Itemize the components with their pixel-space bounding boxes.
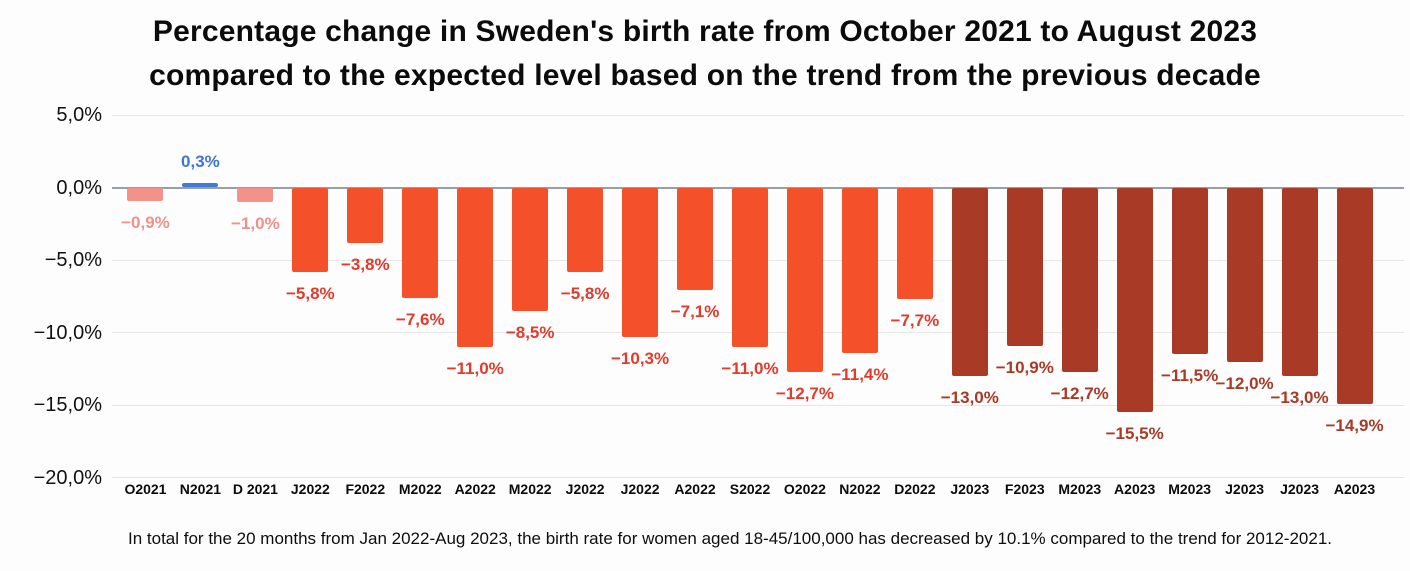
- bar: [182, 183, 219, 188]
- bar-value-label: −0,9%: [121, 212, 170, 232]
- x-axis-label: A2022: [454, 481, 496, 497]
- x-axis-label: J2022: [620, 481, 660, 497]
- y-axis-tick-label: 5,0%: [56, 104, 102, 126]
- bar: [457, 187, 494, 347]
- bar-value-label: −7,6%: [395, 309, 445, 329]
- bar: [402, 187, 439, 298]
- bar: [1006, 187, 1043, 346]
- bar-value-label: −7,7%: [890, 311, 940, 331]
- x-axis-label: O2022: [783, 481, 826, 497]
- x-axis-label: M2023: [1058, 481, 1102, 497]
- bar-value-label: −14,9%: [1325, 415, 1384, 435]
- x-axis-label: J2023: [950, 481, 990, 497]
- bar: [786, 187, 823, 372]
- y-axis-tick-label: 0,0%: [56, 176, 102, 199]
- bar-value-label: −11,4%: [831, 364, 889, 384]
- chart-title: Percentage change in Sweden's birth rate…: [0, 10, 1410, 98]
- gridline: [112, 404, 1404, 406]
- y-axis-tick-label: −15,0%: [33, 394, 102, 416]
- bar-value-label: −10,3%: [611, 348, 670, 368]
- bar-value-label: −15,5%: [1105, 424, 1164, 444]
- x-axis-label: M2022: [508, 481, 552, 497]
- bar-value-label: −11,5%: [1161, 366, 1219, 386]
- bar: [347, 187, 384, 243]
- x-axis-label: D 2021: [232, 481, 278, 497]
- bar: [951, 187, 988, 376]
- bar-value-label: −12,0%: [1215, 373, 1274, 393]
- bar: [1116, 187, 1153, 413]
- bar: [841, 187, 878, 353]
- gridline: [112, 477, 1404, 478]
- bar-value-label: −12,7%: [775, 383, 835, 403]
- x-axis-label: A2023: [1333, 481, 1376, 497]
- x-axis-label: M2023: [1168, 481, 1212, 497]
- bar-value-label: −12,7%: [1050, 383, 1109, 403]
- bar-value-label: −8,5%: [505, 322, 555, 342]
- chart-title-line-1: Percentage change in Sweden's birth rate…: [152, 15, 1258, 48]
- bar: [732, 187, 768, 347]
- x-axis-label: J2022: [290, 481, 330, 497]
- bar: [1061, 187, 1098, 372]
- bar-value-label: −13,0%: [940, 388, 999, 407]
- x-axis-label: J2023: [1225, 481, 1265, 497]
- bar: [677, 187, 714, 291]
- y-axis-tick-label: −10,0%: [33, 321, 102, 344]
- x-axis-label: D2022: [894, 481, 936, 497]
- bar: [512, 187, 549, 311]
- bar: [1171, 187, 1208, 355]
- x-axis-label: J2022: [565, 481, 605, 497]
- x-axis-label: M2022: [398, 481, 442, 497]
- bar-value-label: −7,1%: [670, 302, 720, 322]
- x-axis-label: N2021: [179, 481, 222, 497]
- bar: [292, 187, 329, 272]
- bar-value-label: −10,9%: [995, 357, 1054, 377]
- bar: [1336, 187, 1373, 404]
- x-axis-label: F2022: [345, 481, 386, 497]
- bar-value-label: 0,3%: [181, 152, 220, 172]
- bar: [1226, 187, 1263, 362]
- x-axis-label: A2022: [674, 481, 716, 497]
- bar-value-label: −11,0%: [721, 359, 779, 378]
- x-axis-label: S2022: [729, 481, 771, 497]
- bar: [622, 187, 659, 337]
- bar: [237, 187, 274, 202]
- x-axis-label: A2023: [1114, 481, 1156, 497]
- x-axis-label: F2023: [1004, 481, 1045, 497]
- bar-value-label: −3,8%: [340, 254, 390, 274]
- x-axis-label: J2023: [1280, 481, 1320, 497]
- bar-value-label: −13,0%: [1270, 388, 1329, 407]
- gridline: [112, 114, 1404, 116]
- x-axis-label: O2021: [124, 481, 167, 497]
- bar: [1281, 187, 1318, 376]
- bar-value-label: −1,0%: [231, 214, 280, 233]
- bar: [896, 187, 933, 300]
- bar: [127, 187, 164, 201]
- bar-value-label: −5,8%: [286, 283, 335, 303]
- chart-title-line-2: compared to the expected level based on …: [149, 59, 1261, 92]
- bar-value-label: −11,0%: [446, 359, 504, 378]
- footnote: In total for the 20 months from Jan 2022…: [128, 529, 1332, 548]
- x-axis-label: N2022: [839, 481, 881, 497]
- bar: [567, 187, 604, 272]
- bar-value-label: −5,8%: [560, 283, 610, 303]
- y-axis-tick-label: −20,0%: [33, 466, 102, 489]
- y-axis-tick-label: −5,0%: [44, 249, 102, 271]
